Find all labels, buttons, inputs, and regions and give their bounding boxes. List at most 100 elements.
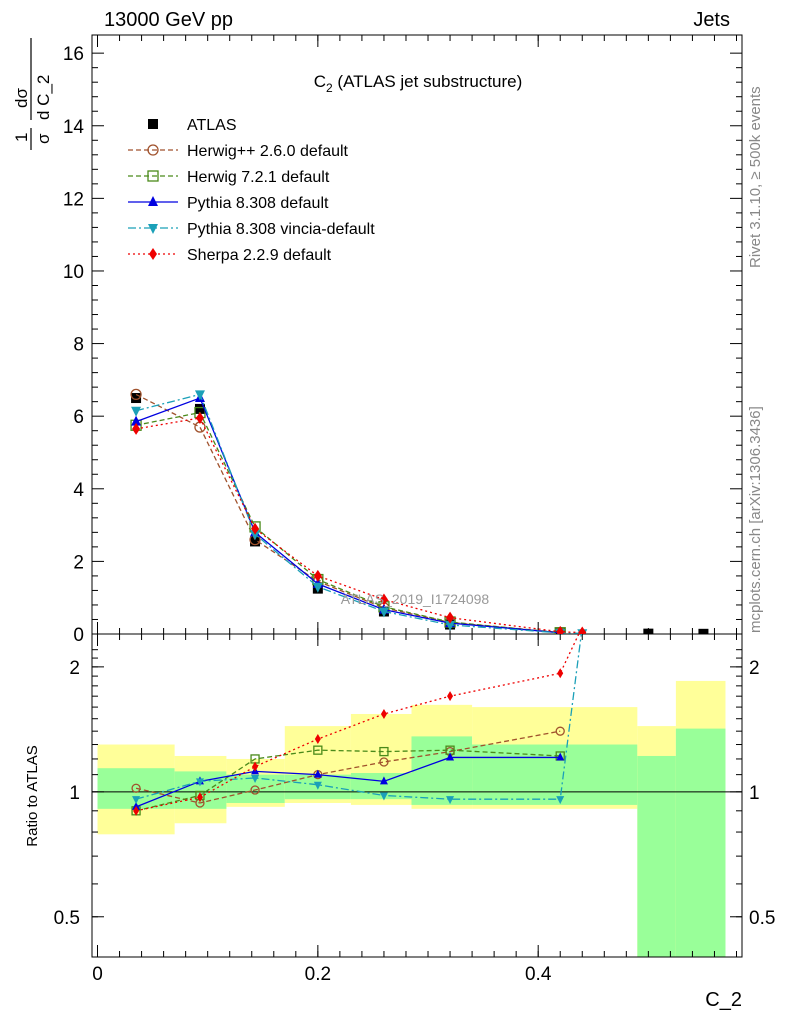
stat-uncertainty-band-4 (350, 773, 412, 800)
y-label-frac-den: σ (34, 133, 53, 144)
series-5-ratio (133, 634, 580, 816)
series-1-ratio-point (379, 757, 389, 767)
series-5-ratio-point (380, 708, 387, 719)
ratio-y-axis-label: Ratio to ATLAS (24, 745, 41, 846)
legend-marker-5 (149, 248, 157, 260)
series-2-ratio-point (379, 746, 389, 757)
series-4-ratio-point (313, 781, 322, 790)
stat-uncertainty-band-5 (411, 736, 473, 805)
legend-entry-2: Herwig 7.2.1 default (187, 169, 330, 186)
ratio-y-tick-label-right: 0.5 (749, 908, 775, 929)
y-label-deriv-num: dσ (12, 88, 31, 108)
series-4-ratio-point (251, 774, 260, 783)
series-5-ratio-point (447, 691, 454, 702)
legend-marker-3 (148, 196, 158, 206)
process-label: Jets (693, 9, 730, 31)
series-4-point (250, 530, 261, 541)
legend-entry-1: Herwig++ 2.6.0 default (187, 143, 349, 160)
series-5-point (132, 422, 141, 435)
series-4-point (378, 607, 389, 618)
series-5-point (578, 626, 587, 634)
y-label-frac-num: 1 (12, 133, 31, 142)
series-1-ratio-point (250, 785, 260, 795)
series-1-ratio-point (131, 783, 141, 793)
ratio-y-tick-label: 0.5 (54, 908, 80, 929)
main-y-tick-label: 10 (63, 262, 84, 283)
main-y-tick-label: 8 (73, 335, 84, 356)
series-4-ratio-point (556, 796, 565, 805)
series-4-point (131, 406, 142, 417)
series-5-ratio-line (135, 634, 580, 812)
series-4-ratio-point (132, 796, 141, 805)
main-y-tick-label: 6 (73, 407, 84, 428)
stat-uncertainty-band-6 (472, 744, 638, 805)
series-4-ratio-point (446, 796, 455, 805)
series-5-ratio-point (196, 792, 203, 803)
data-series (130, 388, 709, 816)
watermark: ATLAS_2019_I1724098 (341, 591, 490, 607)
series-4-point (194, 390, 205, 401)
series-4-ratio-point (379, 792, 388, 801)
series-5-main-line (135, 417, 583, 634)
legend: ATLAS Herwig++ 2.6.0 default Herwig 7.2.1 … (128, 117, 375, 264)
series-5-ratio-point (557, 668, 564, 679)
series-5-point (379, 593, 388, 606)
main-y-tick-label: 0 (73, 625, 84, 646)
stat-uncertainty-band-7 (637, 755, 676, 957)
series-5-ratio-point (133, 805, 140, 816)
main-y-tick-label: 14 (63, 117, 85, 138)
ratio-y-tick-label: 2 (69, 658, 80, 679)
series-5-point (313, 569, 322, 582)
uncertainty-bands (97, 680, 726, 957)
series-3-ratio-point (446, 752, 455, 761)
series-4-point (445, 620, 456, 631)
series-0-point (194, 403, 205, 414)
legend-entry-4: Pythia 8.308 vincia-default (187, 221, 375, 238)
series-3-ratio-point (379, 776, 388, 785)
series-1-point (130, 388, 142, 401)
series-5-ratio-point (314, 734, 321, 745)
ratio-y-tick-label-right: 2 (749, 658, 760, 679)
legend-marker-2 (147, 170, 159, 182)
legend-marker-1 (147, 144, 159, 156)
main-y-tick-label: 4 (73, 480, 84, 501)
series-0-point (131, 393, 142, 404)
main-y-axis-label: 1 σ dσ d C_2 (12, 38, 53, 150)
series-4-ratio-point (195, 778, 204, 787)
series-4-ratio (132, 634, 582, 805)
series-5-ratio-point (252, 761, 259, 772)
x-tick-label: 0.4 (525, 964, 552, 985)
chart-title: C2 (ATLAS jet substructure) (314, 72, 523, 95)
x-tick-label: 0.2 (305, 964, 331, 985)
series-4-main-line (135, 393, 583, 634)
main-y-tick-label: 2 (73, 552, 84, 573)
legend-entry-0: ATLAS (187, 117, 237, 134)
stat-uncertainty-band-8 (675, 728, 726, 957)
ratio-y-tick-label: 1 (69, 783, 80, 804)
main-y-tick-label: 16 (63, 44, 84, 65)
series-5-point (251, 522, 260, 535)
series-1-ratio-point (555, 726, 565, 736)
x-axis-label: C_2 (705, 989, 742, 1011)
series-5-point (446, 611, 455, 624)
x-tick-label: 0 (92, 964, 103, 985)
series-3-ratio-point (556, 752, 565, 761)
ratio-frame (91, 633, 743, 958)
series-0-point (643, 628, 654, 634)
y-label-deriv-den: d C_2 (34, 75, 53, 120)
series-3-point (131, 415, 142, 426)
series-4-point (312, 582, 323, 593)
legend-marker-4 (148, 224, 158, 234)
series-5-main (132, 411, 587, 634)
series-5-point (556, 625, 565, 634)
legend-entry-3: Pythia 8.308 default (187, 195, 329, 212)
series-5-point (195, 411, 204, 424)
energy-label: 13000 GeV pp (104, 9, 233, 31)
ratio-y-tick-label-right: 1 (749, 783, 760, 804)
legend-entry-5: Sherpa 2.2.9 default (187, 247, 332, 264)
series-4-ratio-line (135, 634, 582, 800)
legend-marker-0 (148, 119, 158, 129)
main-y-tick-label: 12 (63, 189, 84, 210)
